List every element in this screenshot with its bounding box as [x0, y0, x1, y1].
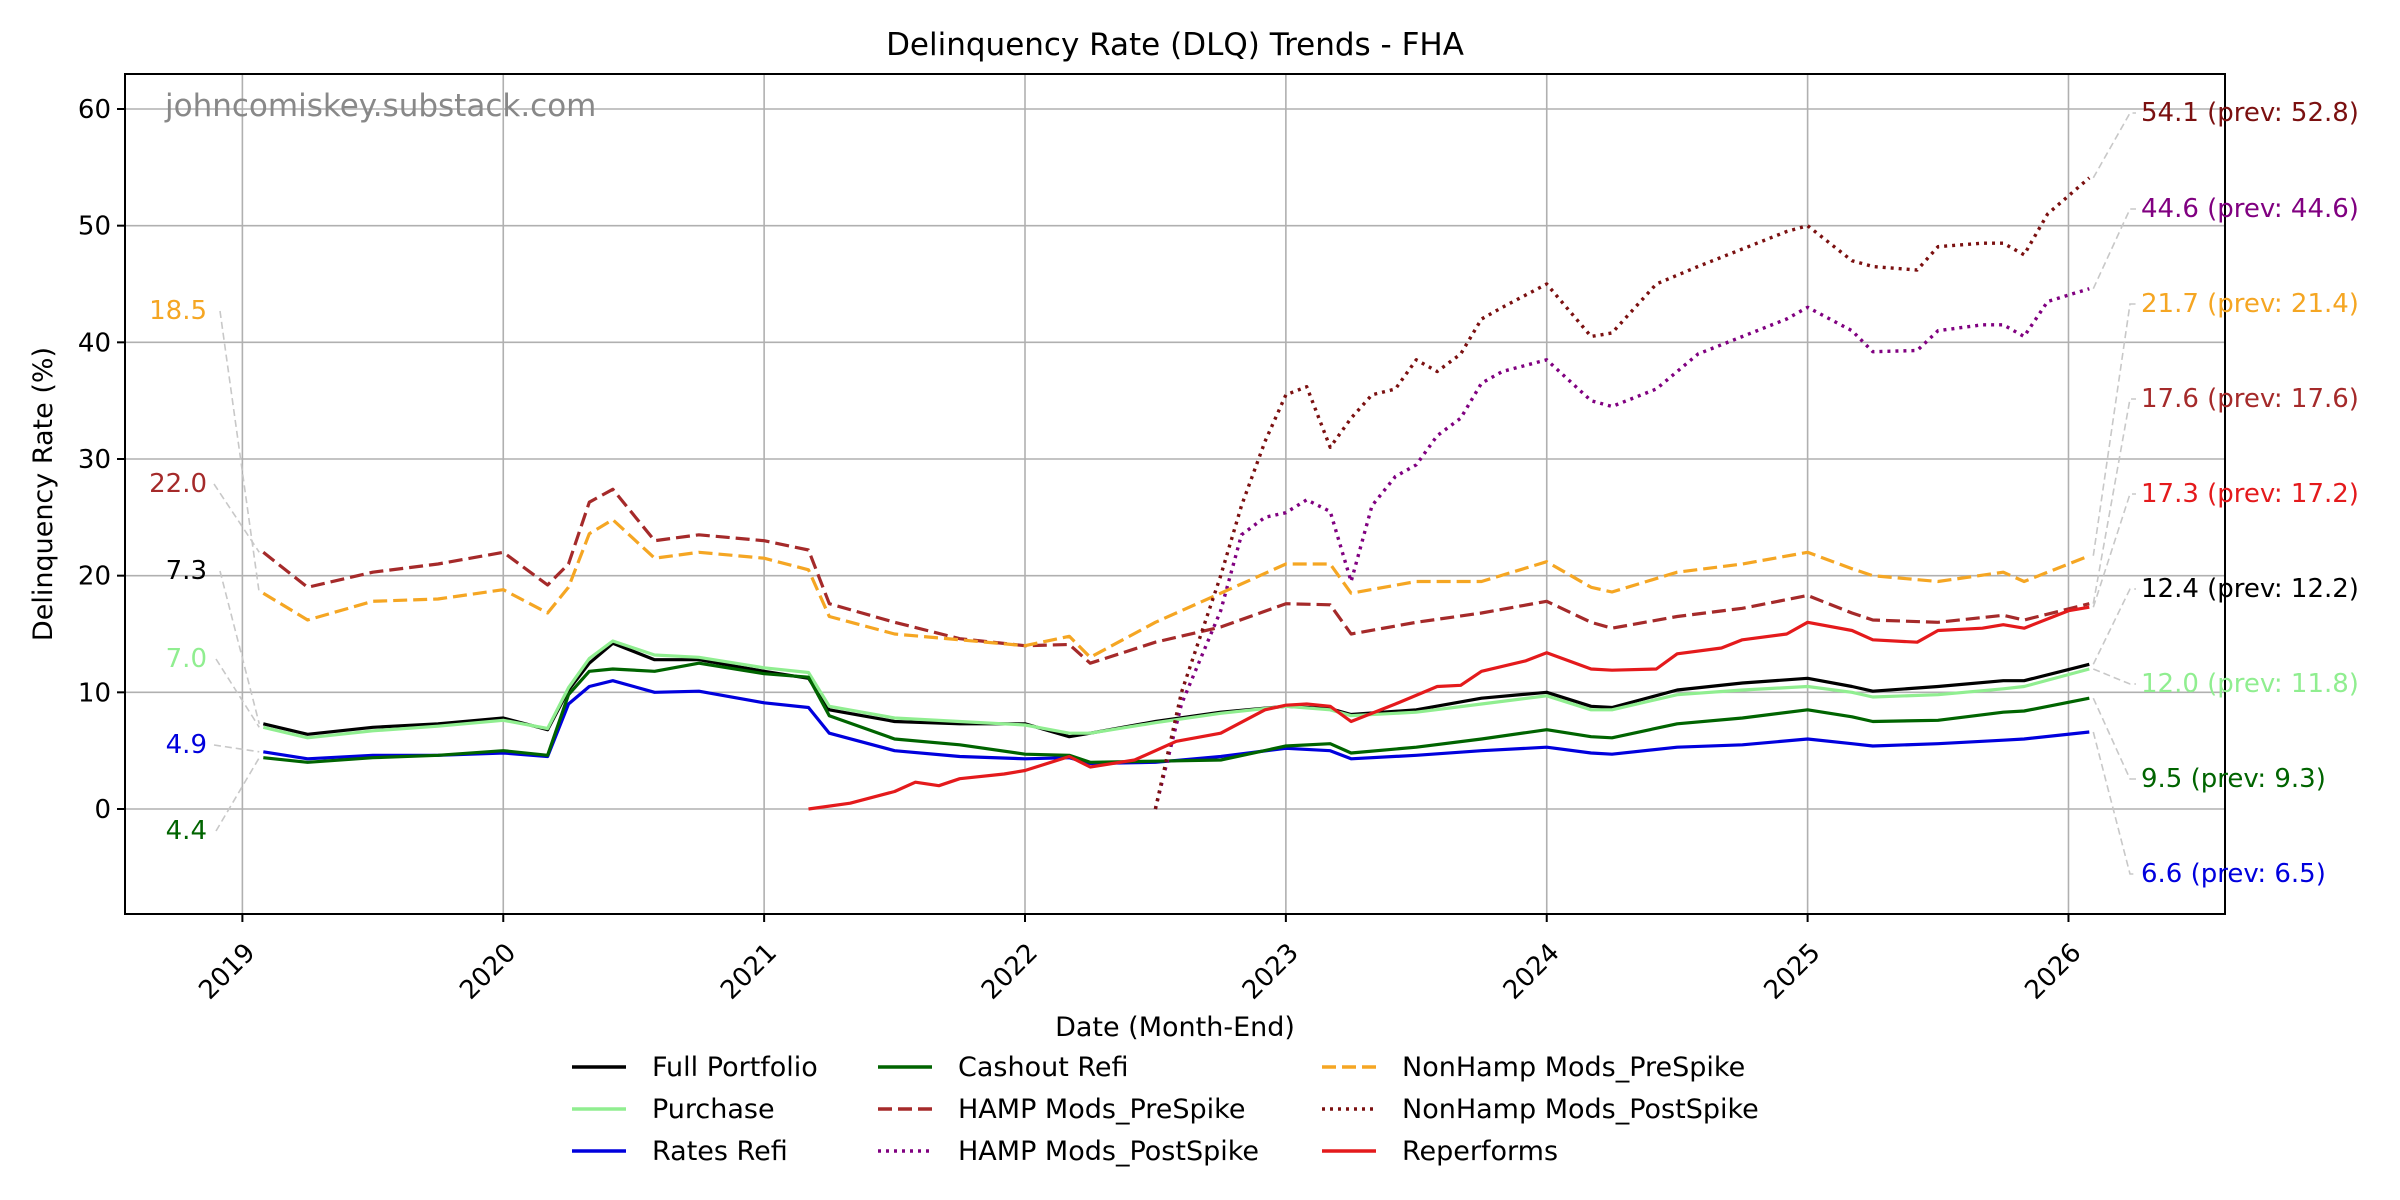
- x-tick-label: 2020: [454, 938, 522, 1006]
- y-tick-label: 60: [78, 95, 111, 125]
- left-annotation-leader: [219, 570, 261, 724]
- y-tick-label: 0: [94, 795, 111, 825]
- x-tick-label: 2022: [976, 938, 1044, 1006]
- series-line-hamp-mods-postspike: [1153, 287, 2090, 810]
- watermark: johncomiskey.substack.com: [164, 88, 596, 124]
- legend-entry-label: Full Portfolio: [652, 1052, 818, 1083]
- right-annotation-label: 17.6 (prev: 17.6): [2141, 384, 2359, 414]
- series-line-reperforms: [808, 605, 2090, 811]
- y-tick-label: 30: [78, 445, 111, 475]
- legend-entry-label: HAMP Mods_PreSpike: [958, 1094, 1245, 1125]
- right-annotation-leader: [2092, 668, 2136, 685]
- right-annotation-label: 6.6 (prev: 6.5): [2141, 859, 2326, 889]
- x-tick-label: 2024: [1498, 938, 1566, 1006]
- y-axis-title: Delinquency Rate (%): [28, 347, 59, 641]
- right-annotation-label: 44.6 (prev: 44.6): [2141, 194, 2359, 224]
- x-tick-label: 2019: [193, 938, 261, 1006]
- left-annotation-leader: [213, 483, 260, 553]
- left-annotation-leader: [215, 658, 260, 728]
- chart-title: Delinquency Rate (DLQ) Trends - FHA: [886, 27, 1464, 63]
- right-annotation-leader: [2092, 398, 2136, 604]
- right-annotation-label: 21.7 (prev: 21.4): [2141, 289, 2359, 319]
- right-annotation-leader: [2092, 493, 2136, 608]
- left-annotation-label: 7.0: [166, 644, 207, 674]
- y-tick-label: 20: [78, 562, 111, 592]
- y-tick-label: 50: [78, 212, 111, 242]
- legend-entry-label: HAMP Mods_PostSpike: [958, 1136, 1259, 1167]
- right-annotation-leader: [2092, 303, 2136, 556]
- series-line-purchase: [262, 639, 2090, 740]
- legend-entry-label: Cashout Refi: [958, 1052, 1129, 1083]
- right-annotation-label: 12.4 (prev: 12.2): [2141, 574, 2359, 604]
- x-tick-label: 2026: [2019, 938, 2087, 1006]
- right-annotation-leader: [2092, 731, 2136, 875]
- x-tick-label: 2021: [715, 938, 783, 1006]
- right-annotation-leader: [2092, 588, 2136, 665]
- right-annotation-leader: [2092, 112, 2136, 179]
- series-line-nonhamp-mods-prespike: [262, 518, 2090, 659]
- left-annotation-label: 18.5: [149, 296, 207, 326]
- y-tick-label: 40: [78, 328, 111, 358]
- right-annotation-label: 12.0 (prev: 11.8): [2141, 669, 2359, 699]
- right-annotation-leader: [2092, 208, 2136, 290]
- legend-entry-label: NonHamp Mods_PreSpike: [1402, 1052, 1745, 1083]
- legend-entry-label: Purchase: [652, 1094, 775, 1125]
- right-annotation-label: 17.3 (prev: 17.2): [2141, 479, 2359, 509]
- y-tick-label: 10: [78, 678, 111, 708]
- left-annotation-leader: [219, 310, 261, 594]
- series-line-hamp-mods-prespike: [262, 487, 2090, 665]
- plot-frame: [124, 73, 2226, 915]
- legend-entry-label: Reperforms: [1402, 1136, 1558, 1167]
- series-line-nonhamp-mods-postspike: [1153, 176, 2091, 810]
- x-tick-label: 2023: [1237, 938, 1305, 1006]
- left-annotation-label: 4.9: [166, 730, 207, 760]
- x-tick-label: 2025: [1759, 938, 1827, 1006]
- left-annotation-label: 4.4: [166, 816, 207, 846]
- legend: Full Portfolio Purchase Rates Refi Cashout …: [572, 1052, 1759, 1167]
- legend-entry-label: Rates Refi: [652, 1136, 788, 1167]
- x-axis-title: Date (Month-End): [1055, 1012, 1295, 1043]
- left-annotation-leader: [213, 744, 260, 753]
- right-annotation-leader: [2092, 697, 2136, 780]
- series-lines: [262, 176, 2091, 811]
- left-annotation-label: 22.0: [149, 469, 207, 499]
- right-annotation-label: 54.1 (prev: 52.8): [2141, 98, 2359, 128]
- left-annotation-label: 7.3: [166, 556, 207, 586]
- value-annotations: 18.5 22.0 7.3 7.0 4.9 4.4 54.1 (prev: 52.8) 44.…: [149, 98, 2359, 889]
- left-annotation-leader: [215, 757, 260, 832]
- right-annotation-label: 9.5 (prev: 9.3): [2141, 764, 2326, 794]
- grid-lines: [125, 74, 2225, 914]
- legend-entry-label: NonHamp Mods_PostSpike: [1402, 1094, 1759, 1125]
